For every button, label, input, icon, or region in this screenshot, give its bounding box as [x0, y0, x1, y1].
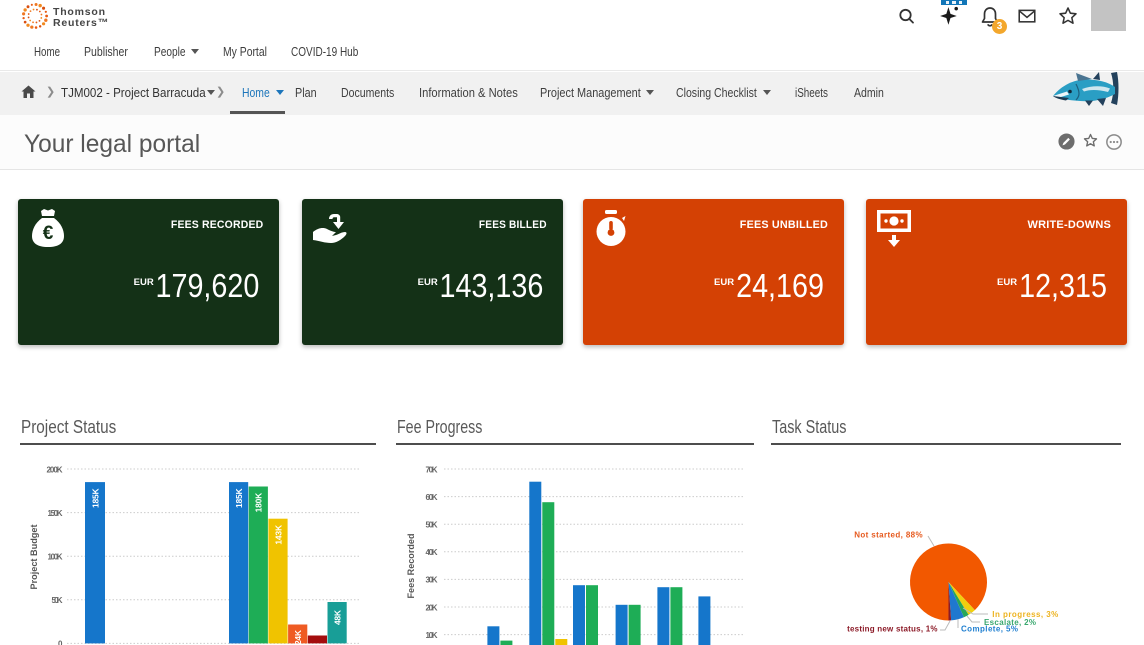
svg-text:Not started, 88%: Not started, 88%: [854, 531, 922, 540]
svg-text:Escalate, 2%: Escalate, 2%: [984, 618, 1036, 627]
svg-text:48K: 48K: [333, 609, 343, 625]
svg-text:20K: 20K: [426, 603, 438, 612]
svg-text:Complete, 5%: Complete, 5%: [961, 624, 1018, 633]
svg-text:10K: 10K: [426, 631, 438, 640]
svg-text:60K: 60K: [426, 493, 438, 502]
svg-text:180K: 180K: [254, 492, 264, 513]
svg-text:50K: 50K: [426, 521, 438, 530]
svg-text:30K: 30K: [426, 576, 438, 585]
svg-text:40K: 40K: [426, 548, 438, 557]
svg-text:143K: 143K: [273, 524, 283, 545]
svg-text:100K: 100K: [48, 553, 63, 562]
svg-text:0: 0: [58, 640, 63, 645]
svg-text:50K: 50K: [52, 596, 63, 605]
svg-text:150K: 150K: [48, 509, 63, 518]
svg-text:24K: 24K: [293, 629, 303, 645]
svg-text:185K: 185K: [234, 487, 244, 508]
svg-text:200K: 200K: [47, 465, 63, 474]
svg-text:In progress, 3%: In progress, 3%: [992, 610, 1058, 619]
svg-text:Fees Recorded: Fees Recorded: [406, 534, 416, 599]
svg-text:185K: 185K: [91, 487, 101, 508]
svg-text:70K: 70K: [426, 465, 438, 474]
svg-text:Project Budget: Project Budget: [29, 525, 39, 590]
svg-text:testing new status, 1%: testing new status, 1%: [847, 624, 937, 633]
svg-text:€: €: [43, 223, 54, 244]
